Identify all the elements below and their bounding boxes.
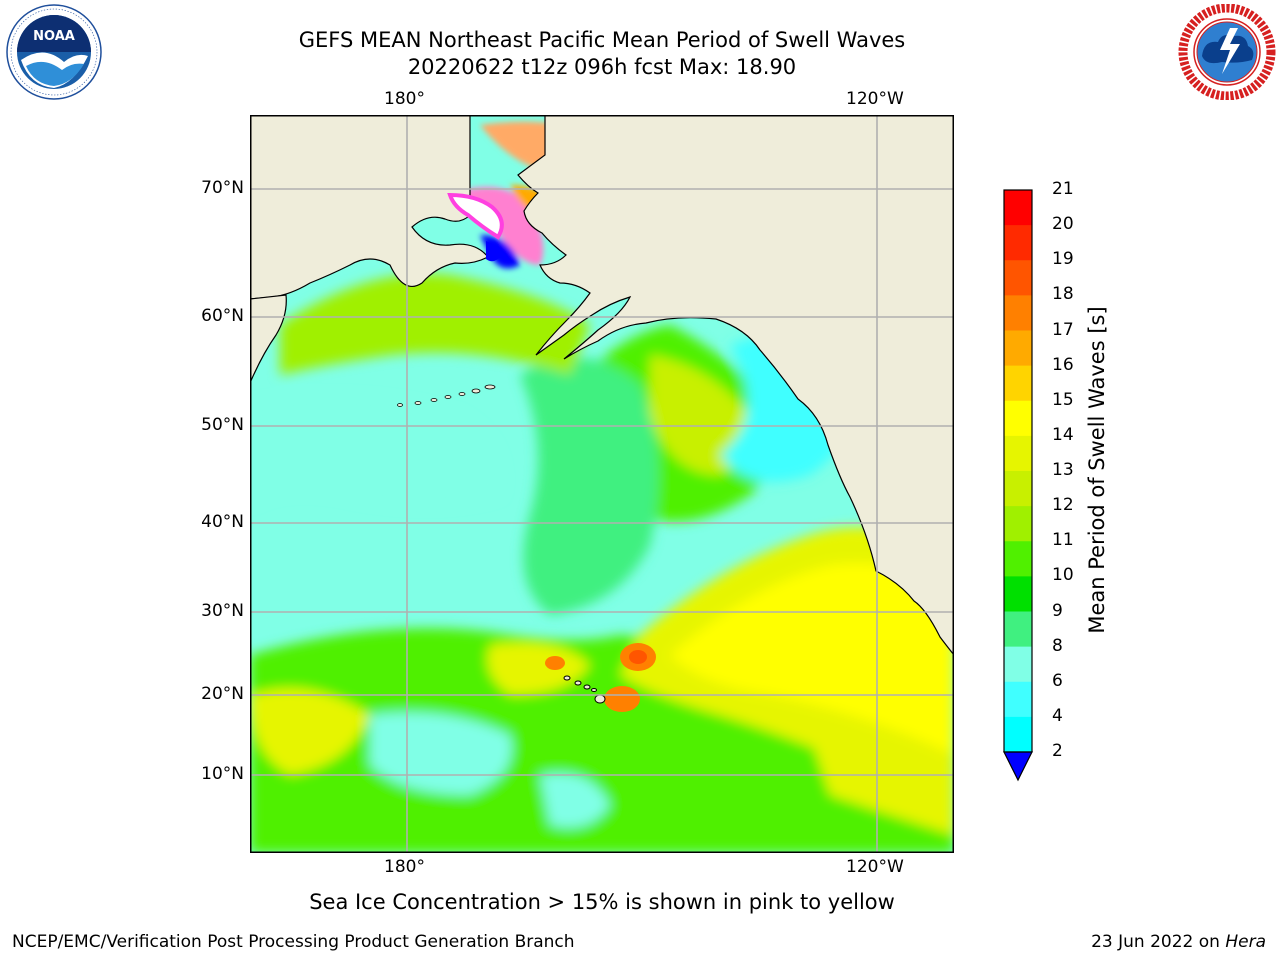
- colorbar-tick-label: 16: [1052, 354, 1074, 375]
- colorbar-tick-label: 17: [1052, 319, 1074, 340]
- colorbar-cell: [1004, 400, 1032, 437]
- colorbar-cell: [1004, 295, 1032, 331]
- colorbar-cell: [1004, 225, 1032, 261]
- lon-label-bottom-120w: 120°W: [846, 857, 904, 877]
- colorbar-cell: [1004, 576, 1032, 612]
- noaa-logo: NOAA: [6, 4, 102, 100]
- credit-text: NCEP/EMC/Verification Post Processing Pr…: [12, 932, 575, 952]
- colorbar-tick-label: 6: [1052, 670, 1063, 691]
- lat-label-50n: 50°N: [201, 415, 244, 435]
- colorbar-tick-label: 10: [1052, 565, 1074, 586]
- nws-logo: [1178, 4, 1276, 100]
- colorbar-tick-label: 14: [1052, 424, 1074, 445]
- colorbar-tick-label: 12: [1052, 495, 1074, 516]
- lon-label-bottom-180: 180°: [384, 857, 425, 877]
- lat-label-10n: 10°N: [201, 764, 244, 784]
- colorbar: [1003, 189, 1033, 782]
- lat-label-70n: 70°N: [201, 178, 244, 198]
- colorbar-tick-label: 19: [1052, 249, 1074, 270]
- colorbar-tick-label: 11: [1052, 530, 1074, 551]
- colorbar-label: Mean Period of Swell Waves [s]: [1085, 306, 1109, 634]
- colorbar-cell: [1004, 471, 1032, 507]
- colorbar-cell: [1004, 646, 1032, 683]
- colorbar-cell: [1004, 716, 1032, 753]
- lon-label-top-180: 180°: [384, 89, 425, 109]
- sea-ice-note: Sea Ice Concentration > 15% is shown in …: [309, 890, 895, 914]
- lat-label-60n: 60°N: [201, 306, 244, 326]
- colorbar-cell: [1004, 190, 1032, 226]
- colorbar-cell: [1004, 330, 1032, 367]
- map-subtitle: 20220622 t12z 096h fcst Max: 18.90: [407, 55, 797, 79]
- colorbar-tick-label: 20: [1052, 214, 1074, 235]
- aleutian-islands: [397, 384, 496, 407]
- lat-label-40n: 40°N: [201, 512, 244, 532]
- colorbar-cell: [1004, 541, 1032, 577]
- lon-label-top-120w: 120°W: [846, 89, 904, 109]
- colorbar-tick-label: 8: [1052, 635, 1063, 656]
- colorbar-tick-label: 15: [1052, 389, 1074, 410]
- colorbar-cell: [1004, 435, 1032, 472]
- swell-hotspot: [604, 686, 640, 712]
- colorbar-cell: [1004, 611, 1032, 648]
- map-title: GEFS MEAN Northeast Pacific Mean Period …: [298, 28, 906, 52]
- colorbar-tick-label: 18: [1052, 284, 1074, 305]
- map-frame: [250, 115, 954, 853]
- lat-label-30n: 30°N: [201, 601, 244, 621]
- date-text: 23 Jun 2022 on: [1091, 932, 1226, 952]
- colorbar-tick-label: 9: [1052, 600, 1063, 621]
- colorbar-cell: [1004, 681, 1032, 718]
- colorbar-tick-label: 4: [1052, 705, 1063, 726]
- colorbar-tick-label: 13: [1052, 460, 1074, 480]
- lat-label-20n: 20°N: [201, 684, 244, 704]
- system-name: Hera: [1225, 932, 1266, 952]
- date-stamp: 23 Jun 2022 on Hera: [1091, 932, 1266, 952]
- colorbar-tick-label: 21: [1052, 179, 1074, 199]
- noaa-logo-text: NOAA: [33, 29, 75, 44]
- colorbar-cell: [1004, 506, 1032, 542]
- colorbar-cell: [1004, 260, 1032, 296]
- swell-period-map: [250, 115, 954, 853]
- sea-ice: [447, 192, 504, 262]
- hawaiian-islands: [563, 675, 606, 704]
- colorbar-tick-label: 2: [1052, 741, 1063, 761]
- graticule: [250, 115, 954, 853]
- colorbar-cell: [1004, 365, 1032, 402]
